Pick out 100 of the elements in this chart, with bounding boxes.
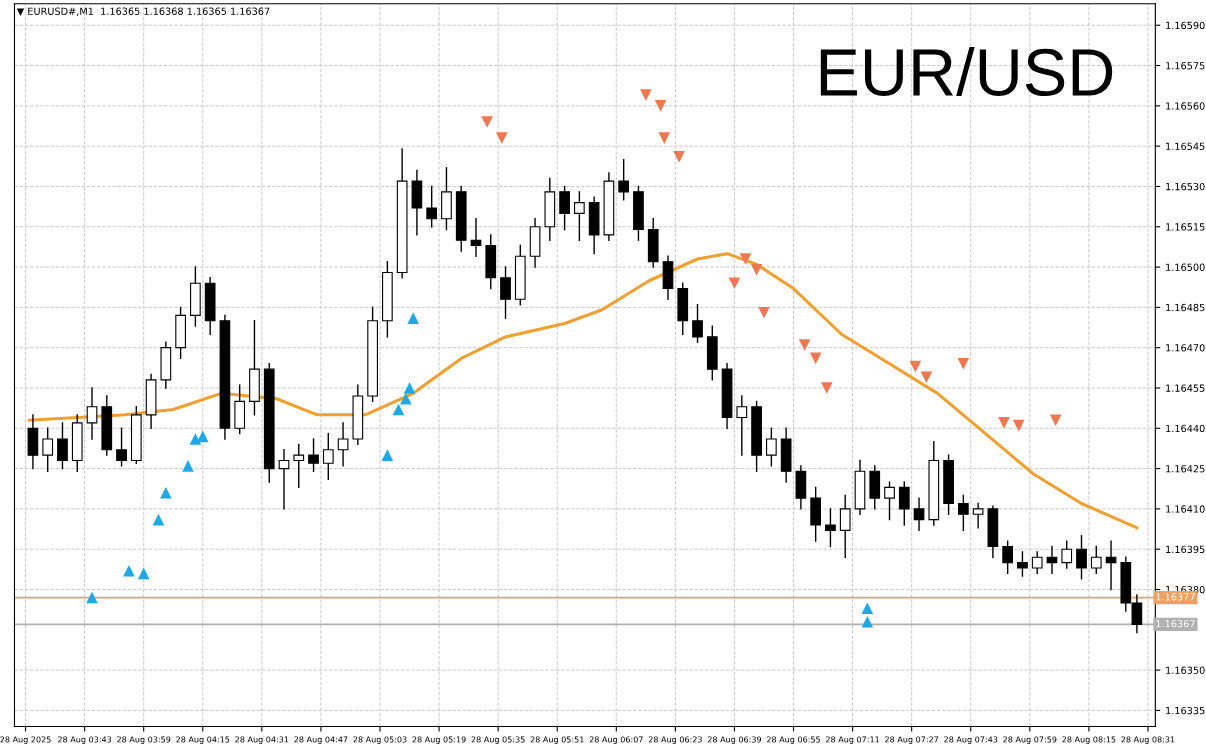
point [798,339,811,351]
candlestick [337,422,349,467]
y-tick-label: 1.16455 [1166,384,1205,392]
y-tick-label: 1.16395 [1166,545,1205,554]
candlestick [972,502,984,529]
text: EUR/USD [820,47,1113,97]
point [909,360,922,373]
x-tick-label: 28 Aug 06:23 [648,736,702,745]
x-tick-label: 28 Aug 07:11 [826,736,880,745]
point [673,151,685,163]
candlestick [426,185,438,228]
x-tick-label: 28 Aug 04:31 [235,736,289,745]
x-tick-label: 28 Aug 07:59 [1003,736,1057,745]
x-tick-label: 28 Aug 06:39 [707,736,762,745]
candlestick [57,422,68,470]
candlestick [308,438,319,472]
point [496,132,508,144]
point [1049,414,1062,427]
candlestick [766,427,777,467]
y-tick-label: 1.16485 [1166,303,1205,312]
candlestick [42,427,54,472]
candlestick [1090,545,1102,575]
candlestick [1031,551,1043,575]
point [160,486,172,499]
point [750,263,763,276]
point [403,382,416,394]
y-tick-label: 1.16515 [1166,223,1205,231]
point [920,371,933,384]
y-tick-label: 1.16545 [1166,142,1205,150]
point [728,277,741,289]
x-tick-label: 28 Aug 2025 [0,736,51,745]
point [137,567,150,580]
candlestick [825,508,836,548]
y-tick-label: 1.16590 [1166,21,1205,30]
y-tick-label: 1.16350 [1166,666,1205,674]
x-tick-label: 28 Aug 05:19 [412,736,466,745]
candlestick [839,494,851,558]
point [152,513,165,526]
candlestick [1061,540,1073,569]
y-tick-label: 1.16470 [1166,344,1205,352]
y-tick-label: 1.16425 [1166,465,1205,473]
candlestick [559,185,570,231]
x-tick-label: 28 Aug 06:55 [766,736,820,745]
candlestick [116,427,127,467]
candlestick [574,191,585,241]
point [654,100,667,112]
point [481,116,493,128]
point [758,306,770,319]
point [998,417,1010,429]
candlestick [322,432,334,481]
x-tick-label: 28 Aug 04:15 [176,736,230,745]
candlestick [692,303,703,343]
point [861,615,874,628]
x-tick-label: 28 Aug 05:03 [353,736,407,745]
point [182,460,194,472]
line-series [27,252,1139,530]
point [739,253,752,265]
ref-line-label: 1.16367 [1156,619,1195,628]
point [392,403,405,416]
point [820,382,833,394]
x-tick-label: 28 Aug 08:31 [1121,736,1175,745]
x-tick-label: 28 Aug 04:47 [294,736,348,745]
candlestick [1017,551,1028,577]
x-tick-label: 28 Aug 07:27 [885,736,939,745]
y-tick-label: 1.16560 [1166,102,1205,110]
candlestick [618,158,630,201]
candlestick [1076,535,1087,580]
x-tick-label: 28 Aug 03:43 [58,736,112,745]
point [407,312,420,324]
point [1012,419,1025,432]
point [957,357,970,370]
x-tick-label: 28 Aug 03:59 [117,736,171,745]
candlestick [884,481,895,521]
x-tick-label: 28 Aug 06:07 [589,736,643,745]
candlestick [913,497,925,532]
chart-subtitle: ▼ EURUSD#,M1 1.16365 1.16368 1.16365 1.16367 [16,7,270,16]
candlestick [500,266,511,319]
candlestick [958,494,969,532]
candlestick [898,481,910,526]
point [400,392,412,405]
candlestick [86,387,98,440]
x-tick-label: 28 Aug 07:43 [944,736,998,745]
y-tick-label: 1.16530 [1166,182,1205,191]
point [861,602,874,615]
y-tick-label: 1.16500 [1166,263,1205,271]
candlestick [293,443,305,489]
point [381,449,394,461]
candlestick [736,395,748,456]
candlestick [1002,540,1014,575]
point [189,433,202,445]
y-tick-label: 1.16335 [1166,706,1205,715]
x-tick-label: 28 Aug 08:15 [1062,736,1116,745]
y-tick-label: 1.16575 [1166,62,1205,70]
x-tick-label: 28 Aug 05:35 [471,736,525,745]
candlestick [278,449,290,510]
y-tick-label: 1.16440 [1166,424,1205,433]
point [658,132,671,144]
point [809,352,822,365]
point [640,89,652,101]
y-tick-label: 1.16410 [1166,505,1205,513]
